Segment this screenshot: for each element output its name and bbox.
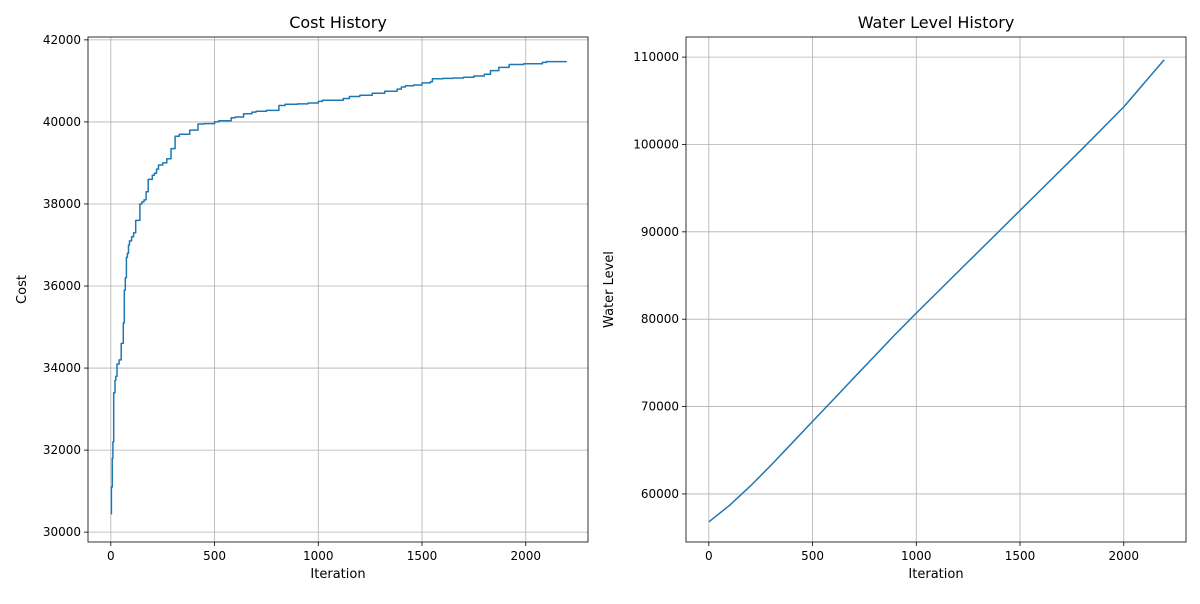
x-tick-label: 1000 [901, 549, 932, 563]
x-tick-label: 500 [801, 549, 824, 563]
y-tick-label: 70000 [641, 400, 679, 414]
chart-title: Water Level History [858, 13, 1015, 32]
x-tick-label: 2000 [1108, 549, 1139, 563]
series-line [708, 59, 1165, 523]
y-tick-label: 60000 [641, 487, 679, 501]
x-tick-label: 500 [203, 549, 226, 563]
plot-frame [87, 36, 589, 543]
chart-panel-1: 0 500 1000 1500 2000 30000 32000 34000 36000 3800… [15, 13, 589, 582]
y-tick-label: 38000 [43, 197, 81, 211]
y-tick-label: 80000 [641, 312, 679, 326]
y-axis-label: Cost [15, 275, 30, 304]
x-tick-label: 0 [107, 549, 115, 563]
x-tick-label: 1500 [1005, 549, 1036, 563]
x-axis-label: Iteration [310, 567, 365, 582]
x-tick-label: 1500 [407, 549, 438, 563]
y-tick-label: 36000 [43, 279, 81, 293]
grid [686, 37, 1186, 542]
x-tick-label: 2000 [510, 549, 541, 563]
series-line [110, 60, 567, 515]
plot-frame [685, 36, 1187, 543]
chart-title: Cost History [289, 13, 387, 32]
y-tick-label: 42000 [43, 33, 81, 47]
y-tick-label: 34000 [43, 361, 81, 375]
y-tick-label: 110000 [633, 50, 679, 64]
y-axis-label: Water Level [602, 251, 617, 328]
x-tick-label: 0 [705, 549, 713, 563]
y-tick-label: 30000 [43, 525, 81, 539]
x-axis-label: Iteration [908, 567, 963, 582]
y-tick-label: 90000 [641, 225, 679, 239]
grid [88, 37, 588, 542]
chart-panel-2: 0 500 1000 1500 2000 60000 70000 80000 90000 1000… [602, 13, 1187, 582]
y-tick-label: 100000 [633, 137, 679, 151]
x-tick-label: 1000 [303, 549, 334, 563]
y-tick-label: 32000 [43, 443, 81, 457]
y-tick-label: 40000 [43, 115, 81, 129]
